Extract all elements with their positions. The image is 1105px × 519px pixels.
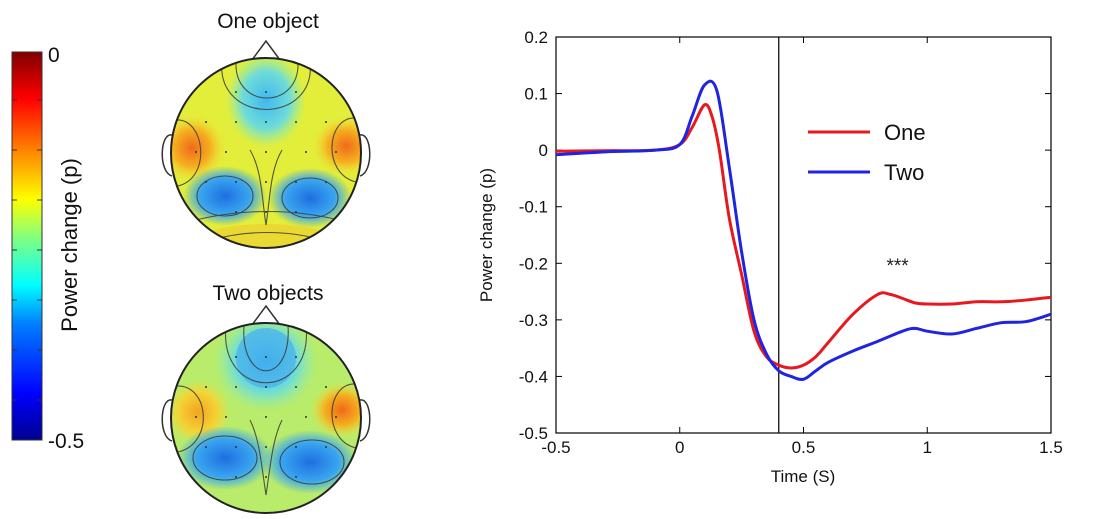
y-axis-label: Power change (p) [477,168,496,302]
plot-frame [555,36,1052,434]
y-tick-label: -0.3 [519,311,548,330]
x-tick-label: 0.5 [792,438,816,457]
colorbar-gradient [11,51,43,441]
series-line-one [555,103,1052,370]
line-chart: -0.5 0 0.5 1 1.5 0.2 0.1 0 -0.1 -0.2 -0.3 -0.4-0.5 … [477,28,1063,486]
left-ear-icon [161,399,173,442]
x-axis-label: Time (S) [771,467,836,486]
y-tick-label: 0.2 [524,28,548,47]
y-tick-label: -0.2 [519,254,548,273]
legend-label-two: Two [884,160,924,185]
y-tick-label: -0.5 [519,424,548,443]
topomap-title-two: Two objects [212,282,324,305]
x-tick-label: 1 [923,438,932,457]
significance-annotation: *** [886,256,909,277]
legend-label-one: One [884,120,926,145]
right-ear-icon [359,399,371,442]
right-ear-icon [359,134,371,177]
topomap-two-objects [161,304,371,514]
head-outline [170,57,362,249]
colorbar-min-label: -0.5 [48,430,85,453]
legend: One Two [808,120,926,185]
x-tick-label: 1.5 [1039,438,1063,457]
y-tick-label: -0.1 [519,198,548,217]
colorbar-max-label: 0 [48,44,60,67]
head-outline [170,322,362,514]
colorbar-label: Power change (p) [57,158,82,332]
colorbar [11,51,43,441]
y-tick-label: 0.1 [524,85,548,104]
colorbar-ticks [12,99,42,401]
series-lines [555,79,1052,381]
axis-ticks: -0.5 0 0.5 1 1.5 0.2 0.1 0 -0.1 -0.2 -0.3 -0.4 -0.5 [519,28,1063,457]
topomap-title-one: One object [217,10,319,33]
nose-icon [251,304,281,326]
series-line-two [555,79,1052,381]
y-tick-label: 0 [539,141,548,160]
topomap-one-object [161,39,371,249]
left-ear-icon [161,134,173,177]
x-tick-label: 0 [675,438,684,457]
nose-icon [251,39,281,61]
y-tick-label: -0.4 [519,367,548,386]
x-tick-label: -0.5 [541,438,570,457]
